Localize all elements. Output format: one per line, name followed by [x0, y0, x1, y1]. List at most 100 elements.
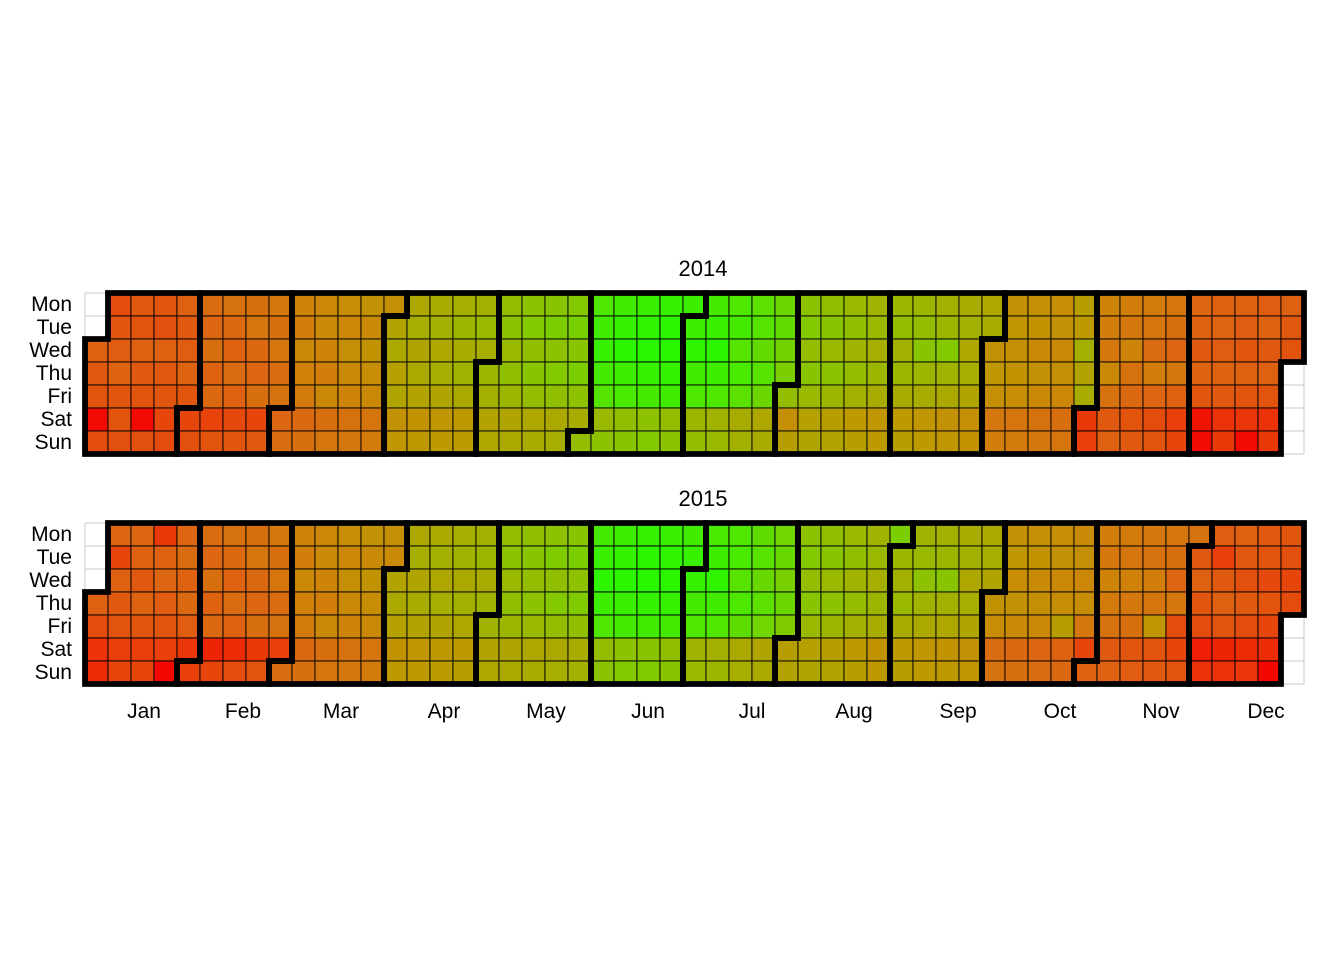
month-label-jun: Jun [631, 700, 665, 723]
day-cell [1004, 407, 1029, 432]
day-cell [774, 384, 799, 409]
day-cell [1165, 407, 1190, 432]
day-cell [245, 361, 270, 386]
day-cell [613, 591, 638, 616]
day-cell [1211, 407, 1236, 432]
day-cell [912, 292, 937, 317]
day-cell [107, 361, 132, 386]
day-cell [912, 637, 937, 662]
day-cell [107, 568, 132, 593]
day-cell [567, 660, 592, 685]
day-cell [567, 315, 592, 340]
day-cell [130, 545, 155, 570]
day-cell [728, 545, 753, 570]
day-cell [337, 660, 362, 685]
day-cell [1257, 384, 1282, 409]
day-cell [820, 522, 845, 547]
day-cell [567, 591, 592, 616]
day-cell [843, 614, 868, 639]
day-cell [1165, 614, 1190, 639]
day-cell [176, 361, 201, 386]
day-cell [1073, 315, 1098, 340]
day-cell [406, 591, 431, 616]
day-cell [751, 338, 776, 363]
day-cell [1280, 591, 1305, 616]
day-cell [268, 315, 293, 340]
day-cell [1257, 292, 1282, 317]
day-cell [797, 614, 822, 639]
day-cell [889, 591, 914, 616]
day-cell [130, 591, 155, 616]
day-cell [1027, 637, 1052, 662]
day-cell [889, 384, 914, 409]
day-cell [1188, 430, 1213, 455]
day-cell [1234, 338, 1259, 363]
day-cell [291, 430, 316, 455]
day-cell [889, 407, 914, 432]
day-cell [705, 407, 730, 432]
day-cell [1096, 315, 1121, 340]
day-cell [1119, 522, 1144, 547]
day-cell [1211, 384, 1236, 409]
month-label-jul: Jul [739, 700, 766, 723]
day-cell [1165, 637, 1190, 662]
day-cell [843, 430, 868, 455]
day-cell [199, 338, 224, 363]
day-cell [1165, 591, 1190, 616]
day-cell [383, 315, 408, 340]
day-cell [935, 315, 960, 340]
day-cell [452, 660, 477, 685]
day-cell [774, 545, 799, 570]
day-cell [544, 568, 569, 593]
day-cell [130, 522, 155, 547]
day-cell [107, 545, 132, 570]
day-cell [383, 292, 408, 317]
day-cell [222, 384, 247, 409]
weekday-label-tue: Tue [37, 316, 72, 339]
weekday-label-sun: Sun [35, 431, 72, 454]
day-cell [1027, 522, 1052, 547]
day-cell [130, 637, 155, 662]
day-cell [199, 591, 224, 616]
day-cell [682, 614, 707, 639]
day-cell [337, 545, 362, 570]
day-cell [843, 591, 868, 616]
day-cell [567, 522, 592, 547]
day-cell [291, 292, 316, 317]
day-cell [590, 361, 615, 386]
day-cell [705, 384, 730, 409]
day-cell [774, 361, 799, 386]
day-cell [1142, 614, 1167, 639]
day-cell [1142, 361, 1167, 386]
day-cell [797, 292, 822, 317]
day-cell [981, 660, 1006, 685]
day-cell [728, 637, 753, 662]
day-cell [337, 292, 362, 317]
day-cell [475, 315, 500, 340]
day-cell [222, 545, 247, 570]
day-cell [958, 430, 983, 455]
day-cell [636, 292, 661, 317]
day-cell [613, 660, 638, 685]
day-cell [1027, 614, 1052, 639]
day-cell [751, 407, 776, 432]
day-cell [153, 361, 178, 386]
day-cell [1004, 591, 1029, 616]
day-cell [544, 522, 569, 547]
day-cell [222, 430, 247, 455]
day-cell [153, 660, 178, 685]
day-cell [958, 591, 983, 616]
day-cell [383, 568, 408, 593]
day-cell [590, 315, 615, 340]
day-cell [360, 637, 385, 662]
day-cell [222, 361, 247, 386]
day-cell [981, 292, 1006, 317]
day-cell [728, 660, 753, 685]
day-cell [889, 315, 914, 340]
day-cell [291, 407, 316, 432]
day-cell [521, 338, 546, 363]
day-cell [774, 407, 799, 432]
day-cell [222, 522, 247, 547]
day-cell [774, 338, 799, 363]
day-cell [1257, 568, 1282, 593]
